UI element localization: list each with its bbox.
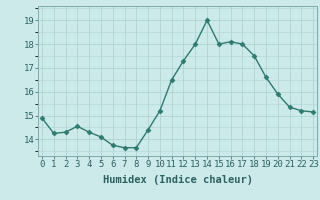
X-axis label: Humidex (Indice chaleur): Humidex (Indice chaleur) [103, 175, 252, 185]
